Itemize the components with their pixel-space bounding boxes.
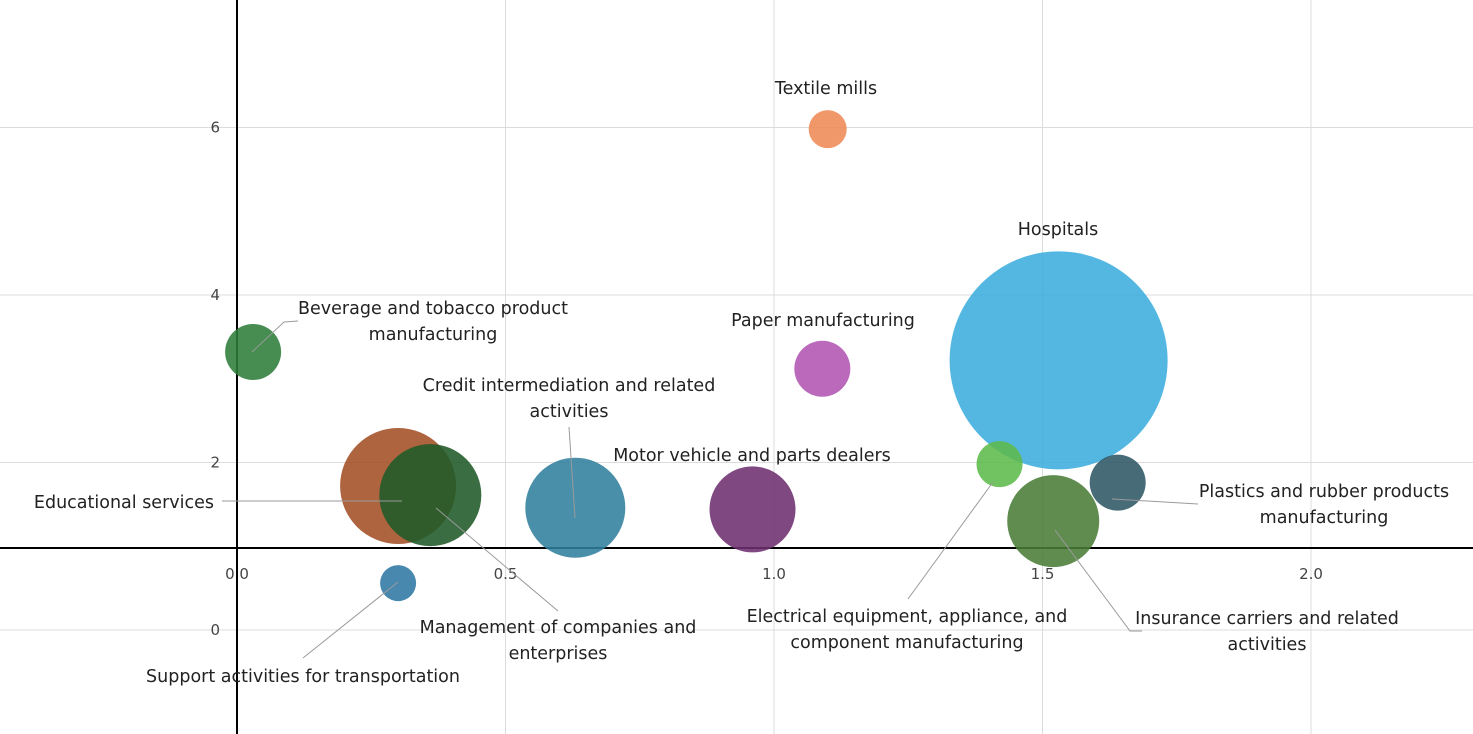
data-label-line: Textile mills [774,79,877,99]
data-label: Electrical equipment, appliance, and comp… [747,607,1068,653]
bubble [976,441,1023,488]
bubble [380,565,417,602]
y-tick-label: 4 [210,286,220,304]
data-label: Insurance carriers and related activities [1135,609,1399,655]
x-tick-label: 2.0 [1299,565,1323,583]
bubbles [225,110,1168,602]
data-label-line: Hospitals [1018,220,1099,240]
leader-lines [222,320,1199,659]
x-tick-label: 1.5 [1031,565,1055,583]
data-labels: Textile mills Hospitals Beverage and tobac… [34,79,1449,687]
data-label: Educational services [34,493,214,513]
leader-line [302,581,399,659]
bubble [709,466,796,553]
bubble [379,444,482,547]
data-label-line: Paper manufacturing [731,311,915,331]
y-tick-label: 0 [210,621,220,639]
data-label-line: enterprises [509,644,608,664]
data-label: Credit intermediation and related activit… [423,376,716,422]
data-label-line: Beverage and tobacco product [298,299,568,319]
bubble [794,340,851,397]
leader-line [907,481,994,600]
data-label-line: activities [1228,635,1307,655]
bubble [808,110,847,149]
data-label-line: Support activities for transportation [146,667,460,687]
data-label: Motor vehicle and parts dealers [613,446,891,466]
leader-line [1111,498,1199,505]
data-label-line: Credit intermediation and related [423,376,716,396]
leader-line [568,426,576,519]
data-label: Textile mills [774,79,877,99]
data-label-line: Electrical equipment, appliance, and [747,607,1068,627]
data-label: Beverage and tobacco product manufacturin… [298,299,568,345]
x-tick-label: 1.0 [762,565,786,583]
data-label-line: manufacturing [369,325,498,345]
data-label-line: Motor vehicle and parts dealers [613,446,891,466]
bubble [1007,475,1100,568]
data-label: Management of companies and enterprises [420,618,697,664]
data-label: Plastics and rubber products manufacturin… [1199,482,1449,528]
x-tick-label: 0.5 [494,565,518,583]
data-label-line: Plastics and rubber products [1199,482,1449,502]
bubble [949,251,1168,470]
data-label: Hospitals [1018,220,1099,240]
data-label: Paper manufacturing [731,311,915,331]
data-label-line: manufacturing [1260,508,1389,528]
y-tick-label: 6 [210,119,220,137]
leader-line [435,507,559,612]
data-label-line: activities [530,402,609,422]
bubble [525,457,626,558]
y-tick-label: 2 [210,454,220,472]
data-label-line: Educational services [34,493,214,513]
leader-line [1054,529,1142,632]
data-label-line: Management of companies and [420,618,697,638]
bubble [1089,454,1146,511]
leader-line [251,320,299,353]
data-label-line: component manufacturing [790,633,1023,653]
data-label-line: Insurance carriers and related [1135,609,1399,629]
data-label: Support activities for transportation [146,667,460,687]
